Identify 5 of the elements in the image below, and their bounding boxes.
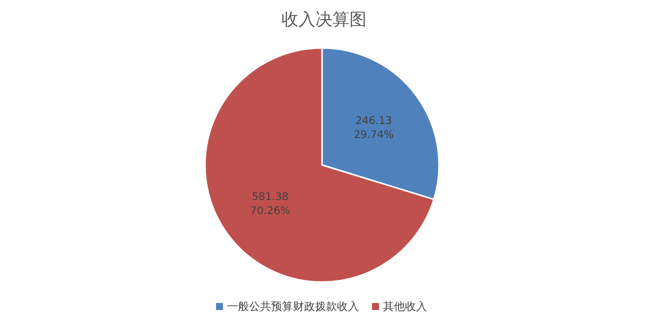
data-label: 246.13 29.74%	[354, 114, 394, 141]
legend-label: 一般公共预算财政拨款收入	[227, 300, 359, 313]
legend-label: 其他收入	[383, 300, 427, 313]
chart-title: 收入决算图	[282, 10, 366, 30]
data-label: 581.38 70.26%	[250, 191, 290, 218]
